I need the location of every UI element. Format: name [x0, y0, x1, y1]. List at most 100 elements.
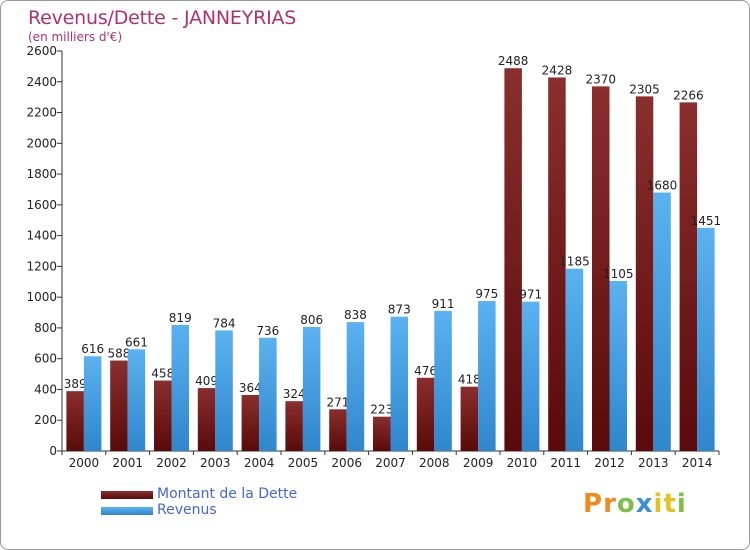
bar-debt	[329, 409, 347, 451]
logo-letter: r	[603, 489, 617, 519]
logo-letter: t	[663, 489, 677, 519]
bar-debt	[679, 102, 698, 451]
data-label-revenue: 975	[475, 287, 498, 301]
bar-revenue	[653, 192, 671, 452]
bar-revenue	[521, 301, 540, 451]
bar-debt	[592, 86, 610, 451]
logo-letter: i	[653, 489, 664, 519]
chart-title: Revenus/Dette - JANNEYRIAS	[28, 7, 297, 29]
bar-debt	[460, 386, 479, 451]
bar-debt	[66, 391, 84, 451]
data-label-revenue: 736	[256, 324, 279, 338]
bar-revenue	[83, 356, 102, 451]
x-tick-label: 2003	[200, 456, 231, 470]
data-label-debt: 418	[458, 373, 481, 387]
y-tick-label: 200	[34, 413, 57, 427]
x-tick-label: 2005	[288, 456, 319, 470]
data-label-debt: 476	[414, 364, 437, 378]
x-tick-label: 2008	[419, 456, 450, 470]
data-label-debt: 409	[195, 374, 218, 388]
bar-debt	[154, 380, 172, 451]
data-label-debt: 364	[239, 381, 262, 395]
data-label-revenue: 819	[169, 311, 192, 325]
x-tick-label: 2002	[156, 456, 187, 470]
bar-debt	[504, 68, 522, 451]
y-tick-label: 2400	[26, 75, 57, 89]
data-label-debt: 271	[326, 395, 349, 409]
data-label-debt: 588	[107, 347, 130, 361]
y-tick-label: 2000	[26, 136, 57, 150]
y-tick-label: 1200	[26, 259, 57, 273]
data-label-revenue: 838	[344, 308, 367, 322]
data-label-revenue: 1185	[559, 255, 590, 269]
legend-swatch-revenue	[101, 507, 153, 515]
logo-letter: o	[616, 489, 636, 519]
data-label-revenue: 806	[300, 313, 323, 327]
bar-revenue	[565, 268, 584, 451]
data-label-revenue: 1105	[603, 267, 634, 281]
y-tick-label: 1400	[26, 229, 57, 243]
bar-debt	[548, 77, 566, 451]
data-label-debt: 223	[370, 403, 393, 417]
data-label-revenue: 911	[432, 297, 455, 311]
bar-debt	[373, 416, 391, 451]
data-label-debt: 2266	[673, 88, 704, 102]
y-tick-label: 2200	[26, 106, 57, 120]
legend-swatch-debt	[101, 491, 153, 499]
x-tick-label: 2000	[69, 456, 100, 470]
data-label-debt: 389	[64, 377, 87, 391]
y-tick-label: 1000	[26, 290, 57, 304]
bar-debt	[285, 401, 303, 451]
y-tick-label: 600	[34, 352, 57, 366]
x-tick-label: 2004	[244, 456, 275, 470]
bar-revenue	[609, 281, 627, 451]
x-tick-label: 2011	[550, 456, 581, 470]
bar-revenue	[259, 337, 277, 451]
x-tick-label: 2012	[594, 456, 625, 470]
bar-revenue	[171, 325, 189, 451]
data-label-debt: 458	[151, 367, 174, 381]
data-label-revenue: 616	[81, 342, 104, 356]
bar-debt	[197, 388, 216, 451]
data-label-revenue: 1451	[691, 214, 722, 228]
bar-revenue	[127, 349, 146, 451]
legend-label-revenue: Revenus	[157, 502, 217, 518]
bar-revenue	[346, 322, 365, 451]
data-label-debt: 2488	[498, 54, 529, 68]
bar-debt	[416, 377, 435, 451]
x-tick-label: 2001	[112, 456, 143, 470]
bar-revenue	[390, 316, 408, 451]
data-label-revenue: 873	[388, 303, 411, 317]
bar-revenue	[697, 227, 715, 451]
bar-debt	[241, 395, 260, 451]
x-tick-label: 2014	[682, 456, 713, 470]
logo-letter: x	[635, 489, 654, 519]
y-tick-label: 400	[34, 382, 57, 396]
x-tick-label: 2007	[375, 456, 406, 470]
bar-revenue	[215, 330, 233, 451]
bar-debt	[635, 96, 654, 451]
y-tick-label: 1800	[26, 167, 57, 181]
data-label-revenue: 971	[519, 288, 542, 302]
bar-revenue	[434, 310, 452, 451]
chart-subtitle: (en milliers d'€)	[28, 30, 123, 44]
data-label-debt: 2428	[542, 63, 573, 77]
data-label-debt: 2305	[629, 82, 660, 96]
legend-label-debt: Montant de la Dette	[157, 486, 298, 502]
y-tick-label: 2600	[26, 44, 57, 58]
y-tick-label: 1600	[26, 198, 57, 212]
y-tick-label: 800	[34, 321, 57, 335]
x-tick-label: 2010	[507, 456, 538, 470]
data-label-revenue: 1680	[647, 179, 678, 193]
data-label-revenue: 661	[125, 335, 148, 349]
logo-letter: i	[676, 489, 687, 519]
logo-letter: P	[583, 489, 604, 519]
data-label-revenue: 784	[213, 316, 236, 330]
data-label-debt: 2370	[585, 72, 616, 86]
bar-debt	[110, 360, 128, 451]
x-tick-label: 2009	[463, 456, 494, 470]
bar-revenue	[478, 301, 496, 451]
y-tick-label: 0	[49, 444, 57, 458]
